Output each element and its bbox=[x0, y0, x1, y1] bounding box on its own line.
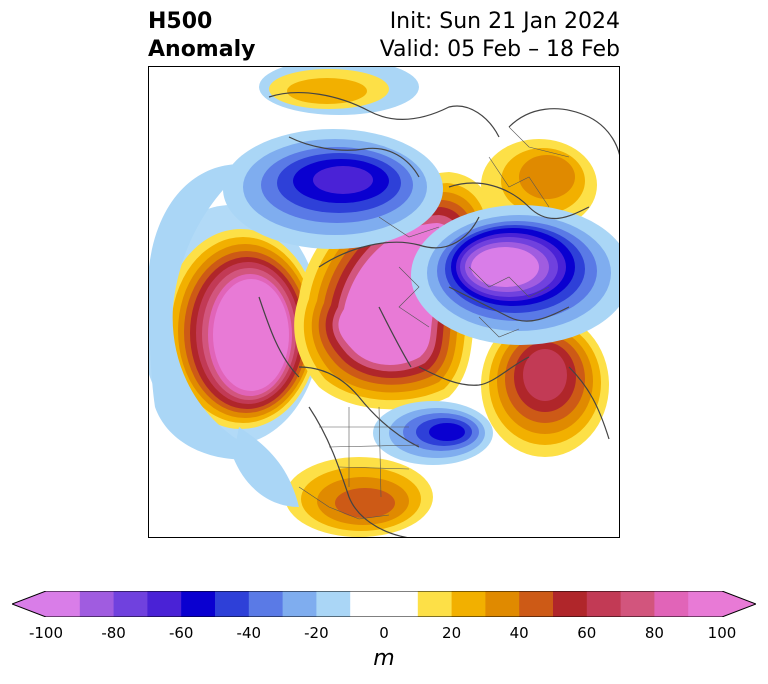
colorbar-tick-label: 20 bbox=[442, 624, 462, 642]
colorbar-segment bbox=[350, 591, 419, 617]
colorbar-segment bbox=[79, 591, 115, 617]
valid-label: Valid: 05 Feb – 18 Feb bbox=[379, 37, 620, 62]
colorbar-segment bbox=[46, 591, 81, 617]
colorbar-segment bbox=[654, 591, 689, 617]
colorbar-extend-min bbox=[12, 591, 46, 617]
colorbar-segment bbox=[485, 591, 520, 617]
positive-anomaly-gulf bbox=[285, 457, 433, 537]
negative-anomaly-europe bbox=[411, 205, 619, 345]
colorbar-unit-label: m bbox=[373, 646, 395, 671]
negative-anomaly-siberia bbox=[223, 129, 443, 249]
colorbar-segment bbox=[586, 591, 622, 617]
colorbar-segment bbox=[181, 591, 216, 617]
title-line-1: H500 bbox=[148, 9, 213, 34]
negative-anomaly-us bbox=[373, 401, 493, 465]
colorbar-segment bbox=[620, 591, 655, 617]
colorbar-tick-label: 0 bbox=[379, 624, 389, 642]
anomaly-map-canvas bbox=[149, 67, 619, 537]
colorbar-tick-label: 40 bbox=[509, 624, 529, 642]
colorbar-canvas bbox=[10, 590, 758, 618]
colorbar-segment bbox=[519, 591, 554, 617]
colorbar-tick-label: -20 bbox=[304, 624, 329, 642]
colorbar-tick-label: -40 bbox=[236, 624, 262, 642]
colorbar-extend-max bbox=[722, 591, 756, 617]
colorbar-segment bbox=[417, 591, 453, 617]
colorbar-segment bbox=[215, 591, 250, 617]
forecast-info: Init: Sun 21 Jan 2024 Valid: 05 Feb – 18… bbox=[380, 8, 620, 64]
colorbar-segment bbox=[248, 591, 284, 617]
negative-anomaly-west-pacific bbox=[149, 164, 299, 507]
colorbar-segment bbox=[282, 591, 317, 617]
map-title: H500 Anomaly bbox=[148, 8, 255, 64]
colorbar-tick-label: -80 bbox=[101, 624, 126, 642]
colorbar-segment bbox=[113, 591, 148, 617]
colorbar bbox=[10, 590, 758, 618]
colorbar-tick-label: 100 bbox=[707, 624, 737, 642]
positive-anomaly-north bbox=[259, 67, 419, 115]
init-label: Init: Sun 21 Jan 2024 bbox=[389, 9, 620, 34]
colorbar-segment bbox=[451, 591, 486, 617]
anomaly-map bbox=[148, 66, 620, 538]
country-borders bbox=[298, 126, 570, 520]
coastlines bbox=[258, 92, 619, 537]
colorbar-tick-label: 80 bbox=[644, 624, 664, 642]
colorbar-tick-label: -100 bbox=[28, 624, 64, 642]
colorbar-segment bbox=[147, 591, 182, 617]
colorbar-segment bbox=[553, 591, 588, 617]
title-line-2: Anomaly bbox=[148, 37, 256, 62]
colorbar-segment bbox=[316, 591, 351, 617]
colorbar-segment bbox=[688, 591, 723, 617]
colorbar-tick-labels: -100 -80 -60 -40 -20 0 20 40 60 80 100 bbox=[0, 624, 768, 644]
colorbar-tick-label: 60 bbox=[577, 624, 597, 642]
positive-anomaly-atlantic bbox=[481, 313, 609, 457]
positive-anomaly-pacific bbox=[149, 205, 321, 445]
colorbar-tick-label: -60 bbox=[168, 624, 194, 642]
